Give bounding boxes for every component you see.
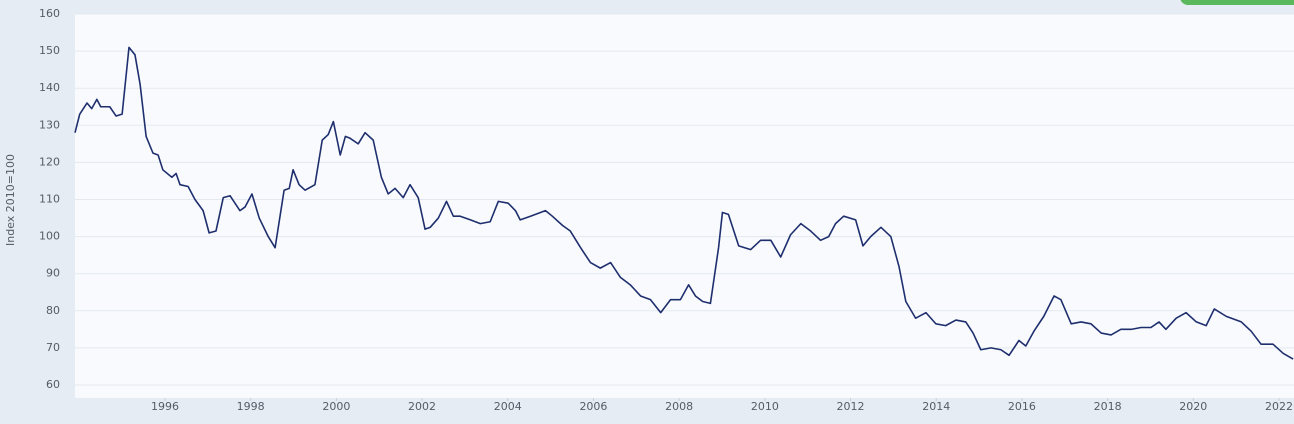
y-tick-label: 80 xyxy=(46,304,60,317)
x-tick-label: 2018 xyxy=(1094,400,1122,413)
x-tick-label: 2020 xyxy=(1179,400,1207,413)
button[interactable] xyxy=(1180,0,1294,5)
y-tick-label: 60 xyxy=(46,378,60,391)
x-tick-label: 1996 xyxy=(151,400,179,413)
y-tick-label: 120 xyxy=(39,155,60,168)
y-tick-label: 150 xyxy=(39,44,60,57)
y-axis-label: Index 2010=100 xyxy=(4,154,17,246)
x-tick-label: 2008 xyxy=(665,400,693,413)
x-tick-label: 2022 xyxy=(1265,400,1293,413)
y-tick-label: 140 xyxy=(39,81,60,94)
x-tick-label: 2004 xyxy=(494,400,522,413)
x-tick-label: 2006 xyxy=(579,400,607,413)
x-tick-label: 2012 xyxy=(837,400,865,413)
x-tick-label: 1998 xyxy=(237,400,265,413)
y-tick-label: 70 xyxy=(46,341,60,354)
x-tick-label: 2000 xyxy=(322,400,350,413)
plot-area xyxy=(75,14,1294,398)
x-tick-label: 2014 xyxy=(922,400,950,413)
x-tick-label: 2002 xyxy=(408,400,436,413)
y-tick-label: 100 xyxy=(39,230,60,243)
y-tick-label: 90 xyxy=(46,267,60,280)
x-tick-label: 2016 xyxy=(1008,400,1036,413)
y-tick-label: 160 xyxy=(39,7,60,20)
y-tick-label: 130 xyxy=(39,118,60,131)
x-tick-label: 2010 xyxy=(751,400,779,413)
data-line xyxy=(74,46,1294,360)
y-tick-label: 110 xyxy=(39,193,60,206)
